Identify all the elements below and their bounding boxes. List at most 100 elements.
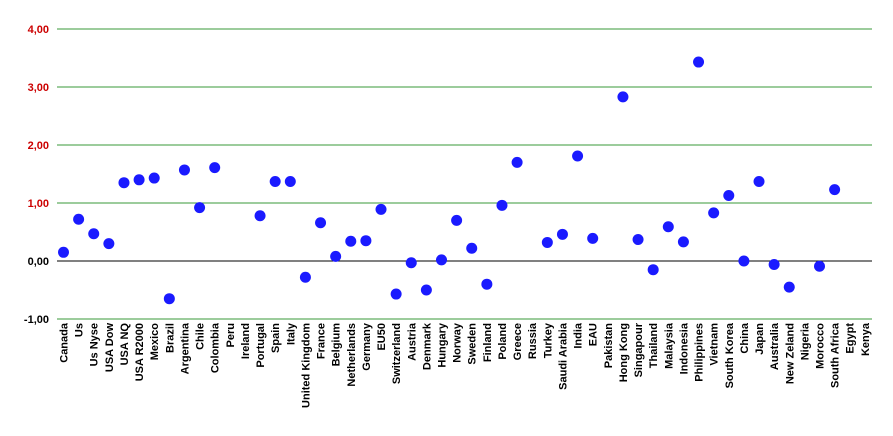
x-tick-label: Argentina xyxy=(179,322,191,374)
data-point xyxy=(88,228,100,240)
data-point xyxy=(330,250,342,262)
data-point xyxy=(451,214,463,226)
x-tick-label: Singapour xyxy=(633,322,645,377)
x-tick-label: Vietnam xyxy=(709,323,721,366)
data-point xyxy=(647,264,659,276)
x-tick-label: New Zeland xyxy=(784,323,796,384)
y-tick-label: -1,00 xyxy=(24,314,49,326)
x-tick-label: Ireland xyxy=(240,323,252,359)
x-tick-label: Spain xyxy=(270,323,282,353)
x-tick-label: USA Dow xyxy=(104,323,116,373)
x-tick-label: Indonesia xyxy=(678,322,690,374)
x-tick-label: Malaysia xyxy=(663,322,675,369)
data-point xyxy=(194,202,206,214)
data-point xyxy=(315,217,327,229)
data-point xyxy=(58,246,69,258)
x-tick-label: South Korea xyxy=(724,322,736,388)
data-point xyxy=(829,184,841,196)
data-point xyxy=(511,156,523,168)
x-tick-label: Hong Kong xyxy=(618,323,630,382)
x-axis-tick-labels: Canada Us Us Nyse USA Dow USA NQ USA R2000 Mex… xyxy=(59,322,872,408)
data-point xyxy=(783,281,795,293)
data-point xyxy=(556,228,568,240)
data-point xyxy=(632,234,644,246)
x-tick-label: South Africa xyxy=(830,322,842,388)
x-tick-label: USA R2000 xyxy=(134,323,146,381)
data-point xyxy=(390,288,402,300)
x-tick-label: USA NQ xyxy=(119,323,131,366)
data-point xyxy=(572,150,584,162)
data-point xyxy=(496,199,508,211)
y-tick-label: 2,00 xyxy=(28,140,49,152)
y-tick-label: 3,00 xyxy=(28,82,49,94)
x-tick-label: Sweden xyxy=(467,323,479,365)
x-tick-label: Portugal xyxy=(255,323,267,368)
data-point xyxy=(284,176,296,188)
x-tick-label: Russia xyxy=(527,322,539,359)
x-tick-label: France xyxy=(316,323,328,359)
data-point xyxy=(103,238,115,250)
x-tick-label: Italy xyxy=(285,322,297,345)
data-point xyxy=(163,293,175,305)
x-tick-label: Peru xyxy=(225,323,237,347)
x-tick-label: Nigeria xyxy=(799,322,811,360)
x-tick-label: EAU xyxy=(588,323,600,346)
x-tick-label: Morocco xyxy=(815,323,827,369)
gridlines xyxy=(57,28,872,320)
x-tick-label: Canada xyxy=(59,322,71,363)
x-tick-label: Poland xyxy=(497,323,509,360)
data-point xyxy=(254,210,266,222)
data-point xyxy=(345,235,357,247)
x-tick-label: Us xyxy=(74,323,86,337)
data-point xyxy=(178,164,190,176)
data-point xyxy=(723,189,735,201)
data-point xyxy=(617,91,629,103)
x-tick-label: Pakistan xyxy=(603,323,615,369)
data-point xyxy=(299,271,311,283)
x-tick-label: Mexico xyxy=(149,323,161,361)
x-tick-label: Denmark xyxy=(421,322,433,370)
data-point xyxy=(118,177,130,189)
x-tick-label: India xyxy=(573,322,585,349)
x-tick-label: Belgium xyxy=(331,323,343,367)
x-tick-label: Austria xyxy=(406,322,418,361)
x-tick-label: Egypt xyxy=(845,323,857,354)
data-point xyxy=(481,278,493,290)
data-point xyxy=(375,203,387,215)
y-tick-label: 1,00 xyxy=(28,198,49,210)
data-point xyxy=(541,236,553,248)
data-point xyxy=(662,221,674,233)
data-point xyxy=(708,207,720,219)
x-tick-label: Japan xyxy=(754,323,766,355)
x-tick-label: Australia xyxy=(769,322,781,370)
data-point xyxy=(360,235,372,247)
x-tick-label: Turkey xyxy=(542,322,554,358)
data-point xyxy=(269,176,281,188)
data-point xyxy=(693,56,705,68)
x-tick-label: Hungary xyxy=(437,322,449,368)
x-tick-label: Finland xyxy=(482,323,494,362)
data-points xyxy=(58,56,841,305)
data-point xyxy=(677,236,689,248)
x-tick-label: Colombia xyxy=(210,322,222,373)
x-tick-label: Saudi Arabia xyxy=(557,322,569,390)
x-tick-label: China xyxy=(739,322,751,353)
x-tick-label: Germany xyxy=(361,322,373,371)
data-point xyxy=(768,258,780,270)
x-tick-label: Kenya xyxy=(860,322,872,356)
y-tick-label: 4,00 xyxy=(28,24,49,36)
x-tick-label: Greece xyxy=(512,323,524,360)
x-tick-label: EU50 xyxy=(376,323,388,351)
x-tick-label: Thailand xyxy=(648,323,660,368)
data-point xyxy=(738,255,750,267)
data-point xyxy=(753,176,765,188)
data-point xyxy=(148,172,160,184)
data-point xyxy=(73,213,85,225)
y-tick-label: 0,00 xyxy=(28,256,49,268)
data-point xyxy=(814,260,825,272)
x-tick-label: Netherlands xyxy=(346,323,358,387)
x-tick-label: Chile xyxy=(195,323,207,350)
x-tick-label: Norway xyxy=(452,322,464,363)
y-axis-tick-labels: -1,00 0,00 1,00 2,00 3,00 4,00 xyxy=(24,24,49,326)
